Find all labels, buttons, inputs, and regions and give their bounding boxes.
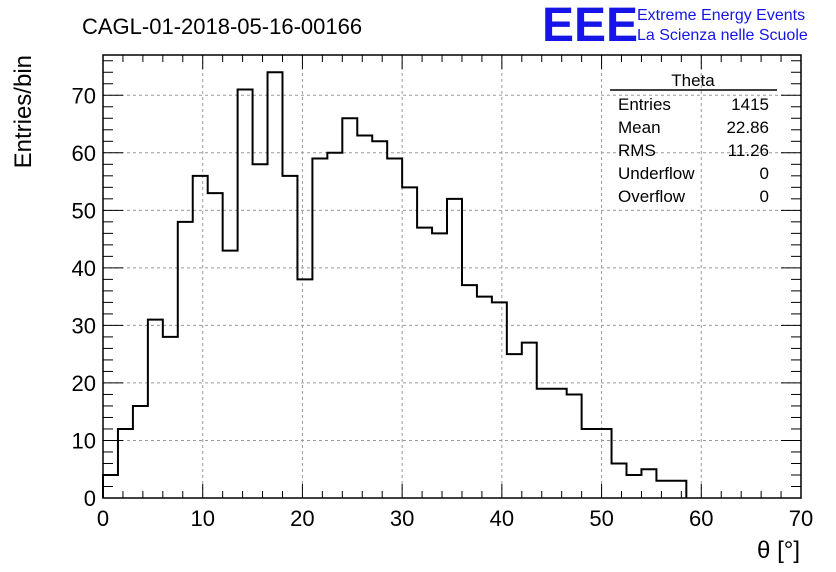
x-tick-label: 10 <box>190 506 214 531</box>
histogram-bin <box>627 475 642 498</box>
histogram-bin <box>208 193 223 498</box>
axis-ticks <box>102 55 802 499</box>
histogram-bin <box>432 233 447 498</box>
histogram-bin <box>671 481 686 498</box>
histogram-bin <box>537 389 552 498</box>
stats-label-mean: Mean <box>618 118 661 137</box>
histogram-bin <box>552 389 567 498</box>
logo-mark: EEE <box>542 0 638 52</box>
stats-value-entries: 1415 <box>731 95 769 114</box>
histogram-bin <box>148 320 163 498</box>
x-tick-label: 20 <box>290 506 314 531</box>
y-axis-label: Entries/bin <box>10 55 37 168</box>
histogram-bins <box>103 72 686 498</box>
histogram-bin <box>238 90 253 498</box>
histogram-bin <box>656 481 671 498</box>
stats-value-rms: 11.26 <box>728 141 769 160</box>
histogram-bin <box>417 228 432 498</box>
y-tick-label: 70 <box>72 83 96 108</box>
y-tick-label: 30 <box>72 313 96 338</box>
x-tick-label: 70 <box>789 506 813 531</box>
stats-label-underflow: Underflow <box>618 164 695 183</box>
plot-frame <box>102 54 802 499</box>
histogram-bin <box>641 469 656 498</box>
histogram-bin <box>118 429 133 498</box>
y-tick-label: 20 <box>72 371 96 396</box>
y-tick-label: 50 <box>72 198 96 223</box>
x-tick-label: 40 <box>490 506 514 531</box>
histogram-bin <box>193 176 208 498</box>
stats-value-underflow: 0 <box>760 164 769 183</box>
histogram-bin <box>133 406 148 498</box>
histogram-bin <box>567 394 582 498</box>
histogram-bin <box>522 343 537 498</box>
stats-label-overflow: Overflow <box>618 187 686 206</box>
histogram-bin <box>253 164 268 498</box>
tick-labels: 0 10 20 30 40 50 60 70 0 10 20 30 40 50 60 70 <box>72 83 814 531</box>
stats-label-rms: RMS <box>618 141 656 160</box>
logo-line1: Extreme Energy Events <box>637 7 805 24</box>
eee-logo: EEE Extreme Energy Events La Scienza nel… <box>542 0 808 52</box>
histogram-bin <box>387 159 402 498</box>
histogram-bin <box>327 153 342 498</box>
histogram-bin <box>582 429 597 498</box>
x-tick-label: 50 <box>589 506 613 531</box>
y-tick-label: 0 <box>84 486 96 511</box>
histogram-bin <box>492 302 507 498</box>
histogram-bin <box>268 72 283 498</box>
histogram-bin <box>402 187 417 498</box>
y-tick-label: 40 <box>72 256 96 281</box>
histogram-bin <box>342 118 357 498</box>
histogram-bin <box>447 199 462 498</box>
histogram-bin <box>163 337 178 498</box>
histogram-bin <box>223 251 238 498</box>
histogram-bin <box>357 136 372 498</box>
x-tick-label: 0 <box>97 506 109 531</box>
stats-value-overflow: 0 <box>760 187 769 206</box>
histogram-outline <box>102 71 688 498</box>
histogram-bin <box>597 429 612 498</box>
histogram-bin <box>178 222 193 498</box>
histogram-bin <box>372 141 387 498</box>
chart-title: CAGL-01-2018-05-16-00166 <box>82 14 362 39</box>
histogram-bin <box>462 285 477 498</box>
x-tick-label: 60 <box>689 506 713 531</box>
histogram-bin <box>477 297 492 498</box>
stats-box: Theta Entries 1415 Mean 22.86 RMS 11.26 … <box>610 71 777 206</box>
y-tick-label: 10 <box>72 428 96 453</box>
histogram-bin <box>507 354 522 498</box>
histogram-bin <box>612 463 627 498</box>
y-tick-label: 60 <box>72 141 96 166</box>
histogram-bin <box>297 279 312 498</box>
grid-lines <box>103 55 801 498</box>
stats-label-entries: Entries <box>618 95 671 114</box>
logo-line2: La Scienza nelle Scuole <box>637 27 808 44</box>
x-axis-label: θ [°] <box>757 537 800 564</box>
histogram-bin <box>312 159 327 498</box>
stats-value-mean: 22.86 <box>726 118 769 137</box>
x-tick-label: 30 <box>390 506 414 531</box>
histogram-bin <box>282 176 297 498</box>
histogram-bin <box>103 475 118 498</box>
stats-title: Theta <box>671 71 715 90</box>
